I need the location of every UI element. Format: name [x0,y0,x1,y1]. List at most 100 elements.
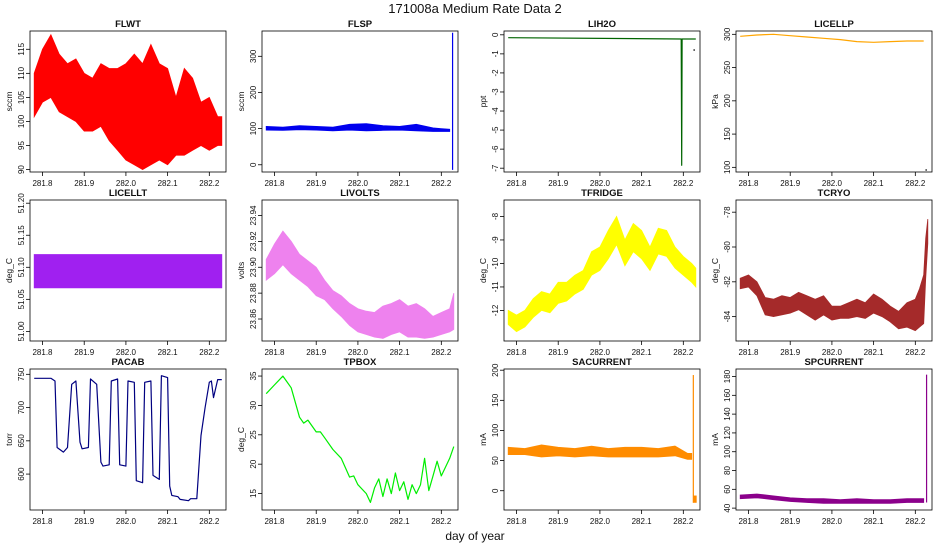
livolts-ytick-label: 23.88 [249,283,258,304]
tpbox-ytick-label: 15 [249,489,258,498]
sacurrent-xtick-label: 282.0 [590,517,611,526]
flwt-xtick-label: 281.9 [74,179,95,188]
tpbox-ytick-label: 35 [249,371,258,380]
lih2o-ytick-label: -2 [491,69,500,77]
flwt-frame [29,30,227,173]
lih2o-ylabel: ppt [478,95,488,107]
panel-licellt: LICELLT 281.8 281.9 282.0 282.1 282.2 51.00 51.… [4,188,227,357]
spcurrent-ytick-label: 140 [723,407,732,421]
flsp-ytick-label: 100 [249,121,258,135]
tpbox-frame [261,368,459,511]
tpbox-ytick-label: 25 [249,430,258,439]
lih2o-xtick-label: 281.9 [548,179,569,188]
flwt-xtick-label: 282.0 [116,179,137,188]
panel-sacurrent: SACURRENT 281.8 281.9 282.0 282.1 282.2 0 50 100… [478,357,701,526]
licellp-xtick-label: 281.9 [780,179,801,188]
panel-licellp: LICELLP 281.8 281.9 282.0 282.1 282.2 100 150 20… [710,19,933,188]
tcryo-xtick-label: 281.9 [780,348,801,357]
flwt-ytick-label: 100 [17,114,26,128]
livolts-xtick-label: 282.1 [390,348,411,357]
sacurrent-ytick-label: 100 [491,423,500,437]
tfridge-ytick-label: -9 [491,236,500,244]
pacab-xtick-label: 281.9 [74,517,95,526]
pacab-ytick-label: 750 [17,367,26,381]
panel-pacab: PACAB 281.8 281.9 282.0 282.1 282.2 600 650 700 7… [4,357,227,526]
lih2o-ytick-label: -6 [491,145,500,153]
licellp-ytick-label: 100 [723,160,732,174]
panel-tcryo: TCRYO 281.8 281.9 282.0 282.1 282.2 -84 -82 -80 -… [710,188,933,357]
licellp-ytick-label: 250 [723,60,732,74]
tfridge-ytick-label: -11 [491,281,500,293]
spcurrent-ytick-label: 160 [723,388,732,402]
pacab-series-line [34,375,222,502]
tcryo-title: TCRYO [818,188,851,199]
livolts-series-band [265,230,455,339]
sacurrent-ytick-label: 50 [491,456,500,465]
licellt-ytick-label: 51.15 [17,225,26,246]
lih2o-ytick-label: -5 [491,126,500,134]
tfridge-xtick-label: 281.9 [548,348,569,357]
livolts-title: LIVOLTS [340,188,379,199]
flsp-xtick-label: 281.8 [264,179,285,188]
flwt-xtick-label: 282.1 [158,179,179,188]
flsp-ytick-label: 0 [249,162,258,167]
licellt-xtick-label: 281.8 [32,348,53,357]
tfridge-ylabel: deg_C [478,258,488,283]
panel-flwt: FLWT 281.8 281.9 282.0 282.1 282.2 90 95 100 105 1… [4,19,227,188]
pacab-xtick-label: 282.0 [116,517,137,526]
tfridge-frame [503,199,701,342]
tfridge-title: TFRIDGE [581,188,623,199]
pacab-ytick-label: 600 [17,467,26,481]
flwt-xtick-label: 281.8 [32,179,53,188]
licellt-title: LICELLT [109,188,148,199]
lih2o-xtick-label: 281.8 [506,179,527,188]
tfridge-xtick-label: 282.0 [590,348,611,357]
licellt-ytick-label: 51.10 [17,257,26,278]
pacab-frame [29,368,227,511]
figure-title: 171008a Medium Rate Data 2 [388,1,562,16]
spcurrent-series-band [739,493,925,504]
sacurrent-ylabel: mA [478,433,488,446]
tpbox-xtick-label: 282.0 [348,517,369,526]
licellp-point [925,169,928,171]
lih2o-xtick-label: 282.2 [673,179,694,188]
panel-tpbox: TPBOX 281.8 281.9 282.0 282.1 282.2 15 20 25 30 35… [236,357,459,526]
flsp-ylabel: sccm [236,92,246,112]
licellp-xtick-label: 282.0 [822,179,843,188]
licellp-ytick-label: 300 [723,27,732,41]
pacab-xtick-label: 282.1 [158,517,179,526]
tcryo-ylabel: deg_C [710,258,720,283]
tpbox-xtick-label: 281.9 [306,517,327,526]
lih2o-ytick-label: -4 [491,107,500,115]
flwt-ylabel: sccm [4,92,14,112]
licellt-series-band [33,254,223,289]
panel-flsp: FLSP 281.8 281.9 282.0 282.1 282.2 0 100 200 300 s… [236,19,459,188]
flsp-series-band [265,123,451,132]
tcryo-ytick-label: -82 [723,275,732,287]
spcurrent-xtick-label: 282.1 [864,517,885,526]
sacurrent-title: SACURRENT [572,357,632,368]
livolts-ytick-label: 23.94 [249,205,258,226]
tcryo-xtick-label: 282.1 [864,348,885,357]
tcryo-ytick-label: -78 [723,206,732,218]
flwt-xtick-label: 282.2 [199,179,220,188]
flsp-xtick-label: 281.9 [306,179,327,188]
tcryo-ytick-label: -84 [723,310,732,322]
flwt-ytick-label: 105 [17,90,26,104]
lih2o-xtick-label: 282.0 [590,179,611,188]
livolts-ytick-label: 23.92 [249,231,258,252]
flwt-ytick-label: 90 [17,165,26,174]
flwt-title: FLWT [115,19,141,30]
flsp-ytick-label: 300 [249,49,258,63]
sacurrent-series-band [507,444,693,460]
panel-spcurrent: SPCURRENT 281.8 281.9 282.0 282.1 282.2 40 60 80… [710,357,933,526]
pacab-ytick-label: 700 [17,400,26,414]
spcurrent-ytick-label: 60 [723,484,732,493]
licellp-ylabel: kPa [710,94,720,109]
licellt-xtick-label: 281.9 [74,348,95,357]
tfridge-series-band [507,215,697,333]
tcryo-xtick-label: 282.0 [822,348,843,357]
sacurrent-xtick-label: 281.9 [548,517,569,526]
pacab-xtick-label: 281.8 [32,517,53,526]
lih2o-ytick-label: -3 [491,88,500,96]
